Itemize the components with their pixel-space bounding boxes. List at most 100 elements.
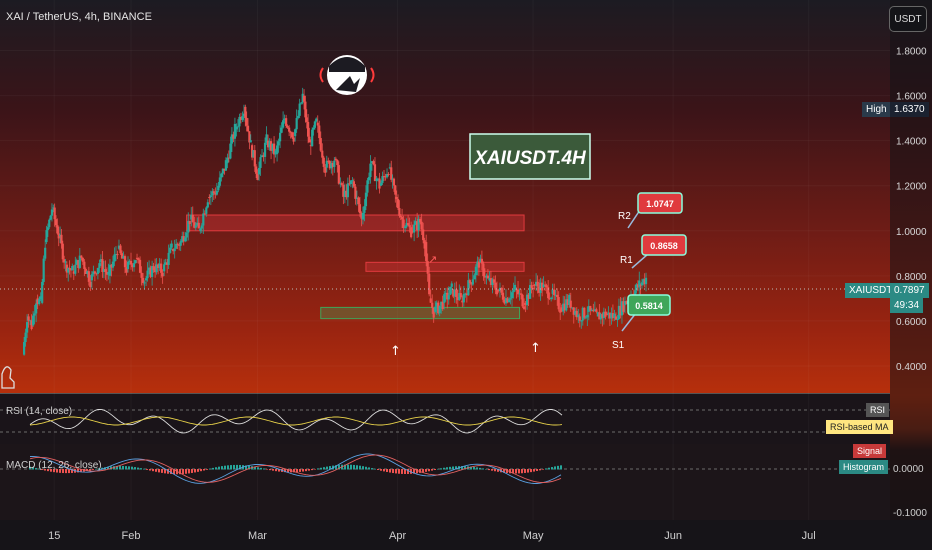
candle-body	[131, 264, 134, 268]
macd-hist-bar	[377, 469, 379, 471]
macd-neg-value: -0.1000	[893, 508, 927, 519]
macd-hist-bar	[422, 469, 424, 473]
candle-body	[568, 295, 571, 306]
candle-body	[104, 269, 107, 272]
candle-layer	[22, 87, 648, 356]
candle-body	[241, 116, 244, 120]
macd-hist-bar	[560, 465, 562, 470]
candle-body	[464, 293, 467, 295]
candle-body	[636, 284, 640, 288]
arrow-up-icon: ↑	[530, 341, 541, 356]
macd-hist-bar	[326, 466, 328, 470]
candle-body	[58, 234, 62, 236]
candle-body	[349, 180, 352, 185]
candle-body	[312, 127, 315, 130]
candle-body	[336, 160, 339, 166]
candle-body	[54, 219, 58, 226]
macd-hist-bar	[425, 469, 427, 472]
candle-body	[599, 314, 602, 320]
candle-body	[39, 296, 42, 300]
candle-body	[449, 286, 452, 295]
candle-body	[385, 173, 389, 178]
candle-body	[361, 212, 365, 220]
candle-body	[473, 275, 476, 280]
macd-hist-bar	[413, 469, 415, 474]
candle-body	[503, 299, 506, 304]
candle-body	[524, 302, 527, 306]
logo-icon	[319, 55, 375, 95]
xtick-layer: 15FebMarAprMayJunJulAug19	[48, 530, 816, 542]
candle-body	[420, 221, 423, 230]
r1-label: R1	[620, 255, 633, 266]
macd-hist-bar	[302, 469, 304, 472]
macd-hist-bar	[515, 469, 517, 474]
candle-body	[316, 122, 319, 126]
candle-body	[157, 264, 160, 268]
candle-body	[364, 192, 368, 207]
candle-body	[583, 307, 586, 318]
candle-body	[334, 158, 337, 161]
macd-hist-bar	[368, 467, 370, 470]
candle-body	[357, 197, 360, 205]
candle-body	[605, 314, 608, 316]
y-tick-label: 0.4000	[896, 362, 927, 373]
macd-hist-bar	[371, 468, 373, 470]
candle-body	[522, 306, 526, 309]
candle-body	[275, 145, 279, 155]
macd-hist-bar	[89, 469, 91, 471]
candle-body	[199, 228, 202, 231]
macd-hist-bar	[59, 469, 61, 473]
candle-body	[256, 173, 259, 180]
candle-body	[639, 284, 642, 286]
candle-body	[331, 163, 334, 167]
candle-body	[26, 322, 29, 333]
candle-body	[300, 102, 303, 104]
candle-body	[557, 297, 560, 310]
candle-body	[263, 142, 267, 157]
price-pane-border	[0, 393, 890, 394]
macd-hist-bar	[293, 469, 295, 473]
macd-hist-bar	[512, 469, 514, 474]
currency-button[interactable]: USDT	[889, 6, 927, 32]
candle-body	[322, 157, 325, 167]
candle-body	[339, 183, 342, 185]
macd-hist-bar	[452, 466, 454, 470]
candle-body	[294, 129, 297, 137]
candle-body	[175, 243, 178, 249]
candle-body	[348, 183, 351, 185]
candle-body	[161, 272, 164, 277]
macd-hist-bar	[227, 465, 229, 470]
candle-body	[367, 177, 371, 181]
macd-hist-bar	[278, 469, 280, 472]
candle-body	[245, 117, 248, 126]
macd-hist-bar	[362, 466, 364, 470]
macd-hist-bar	[50, 469, 52, 472]
candle-body	[83, 261, 86, 269]
candle-body	[185, 232, 188, 238]
candle-body	[518, 293, 521, 295]
candle-body	[559, 309, 562, 313]
candle-body	[438, 305, 441, 314]
macd-hist-bar	[197, 469, 199, 472]
grid-layer	[0, 0, 932, 520]
macd-hist-bar	[56, 469, 58, 473]
rsi-layer	[0, 408, 890, 434]
macd-hist-bar	[470, 466, 472, 470]
macd-hist-bar	[338, 464, 340, 470]
candle-body	[196, 222, 199, 226]
candle-body	[268, 141, 271, 148]
candle-body	[614, 316, 618, 320]
candle-body	[61, 243, 64, 260]
candle-body	[252, 150, 255, 158]
macd-hist-bar	[269, 469, 271, 471]
candle-body	[72, 271, 75, 274]
candle-body	[384, 176, 387, 178]
candle-body	[504, 298, 508, 304]
candle-body	[429, 298, 432, 303]
macd-hist-bar	[314, 469, 316, 470]
candle-body	[491, 279, 494, 285]
candle-body	[304, 101, 307, 118]
candle-body	[486, 275, 490, 279]
